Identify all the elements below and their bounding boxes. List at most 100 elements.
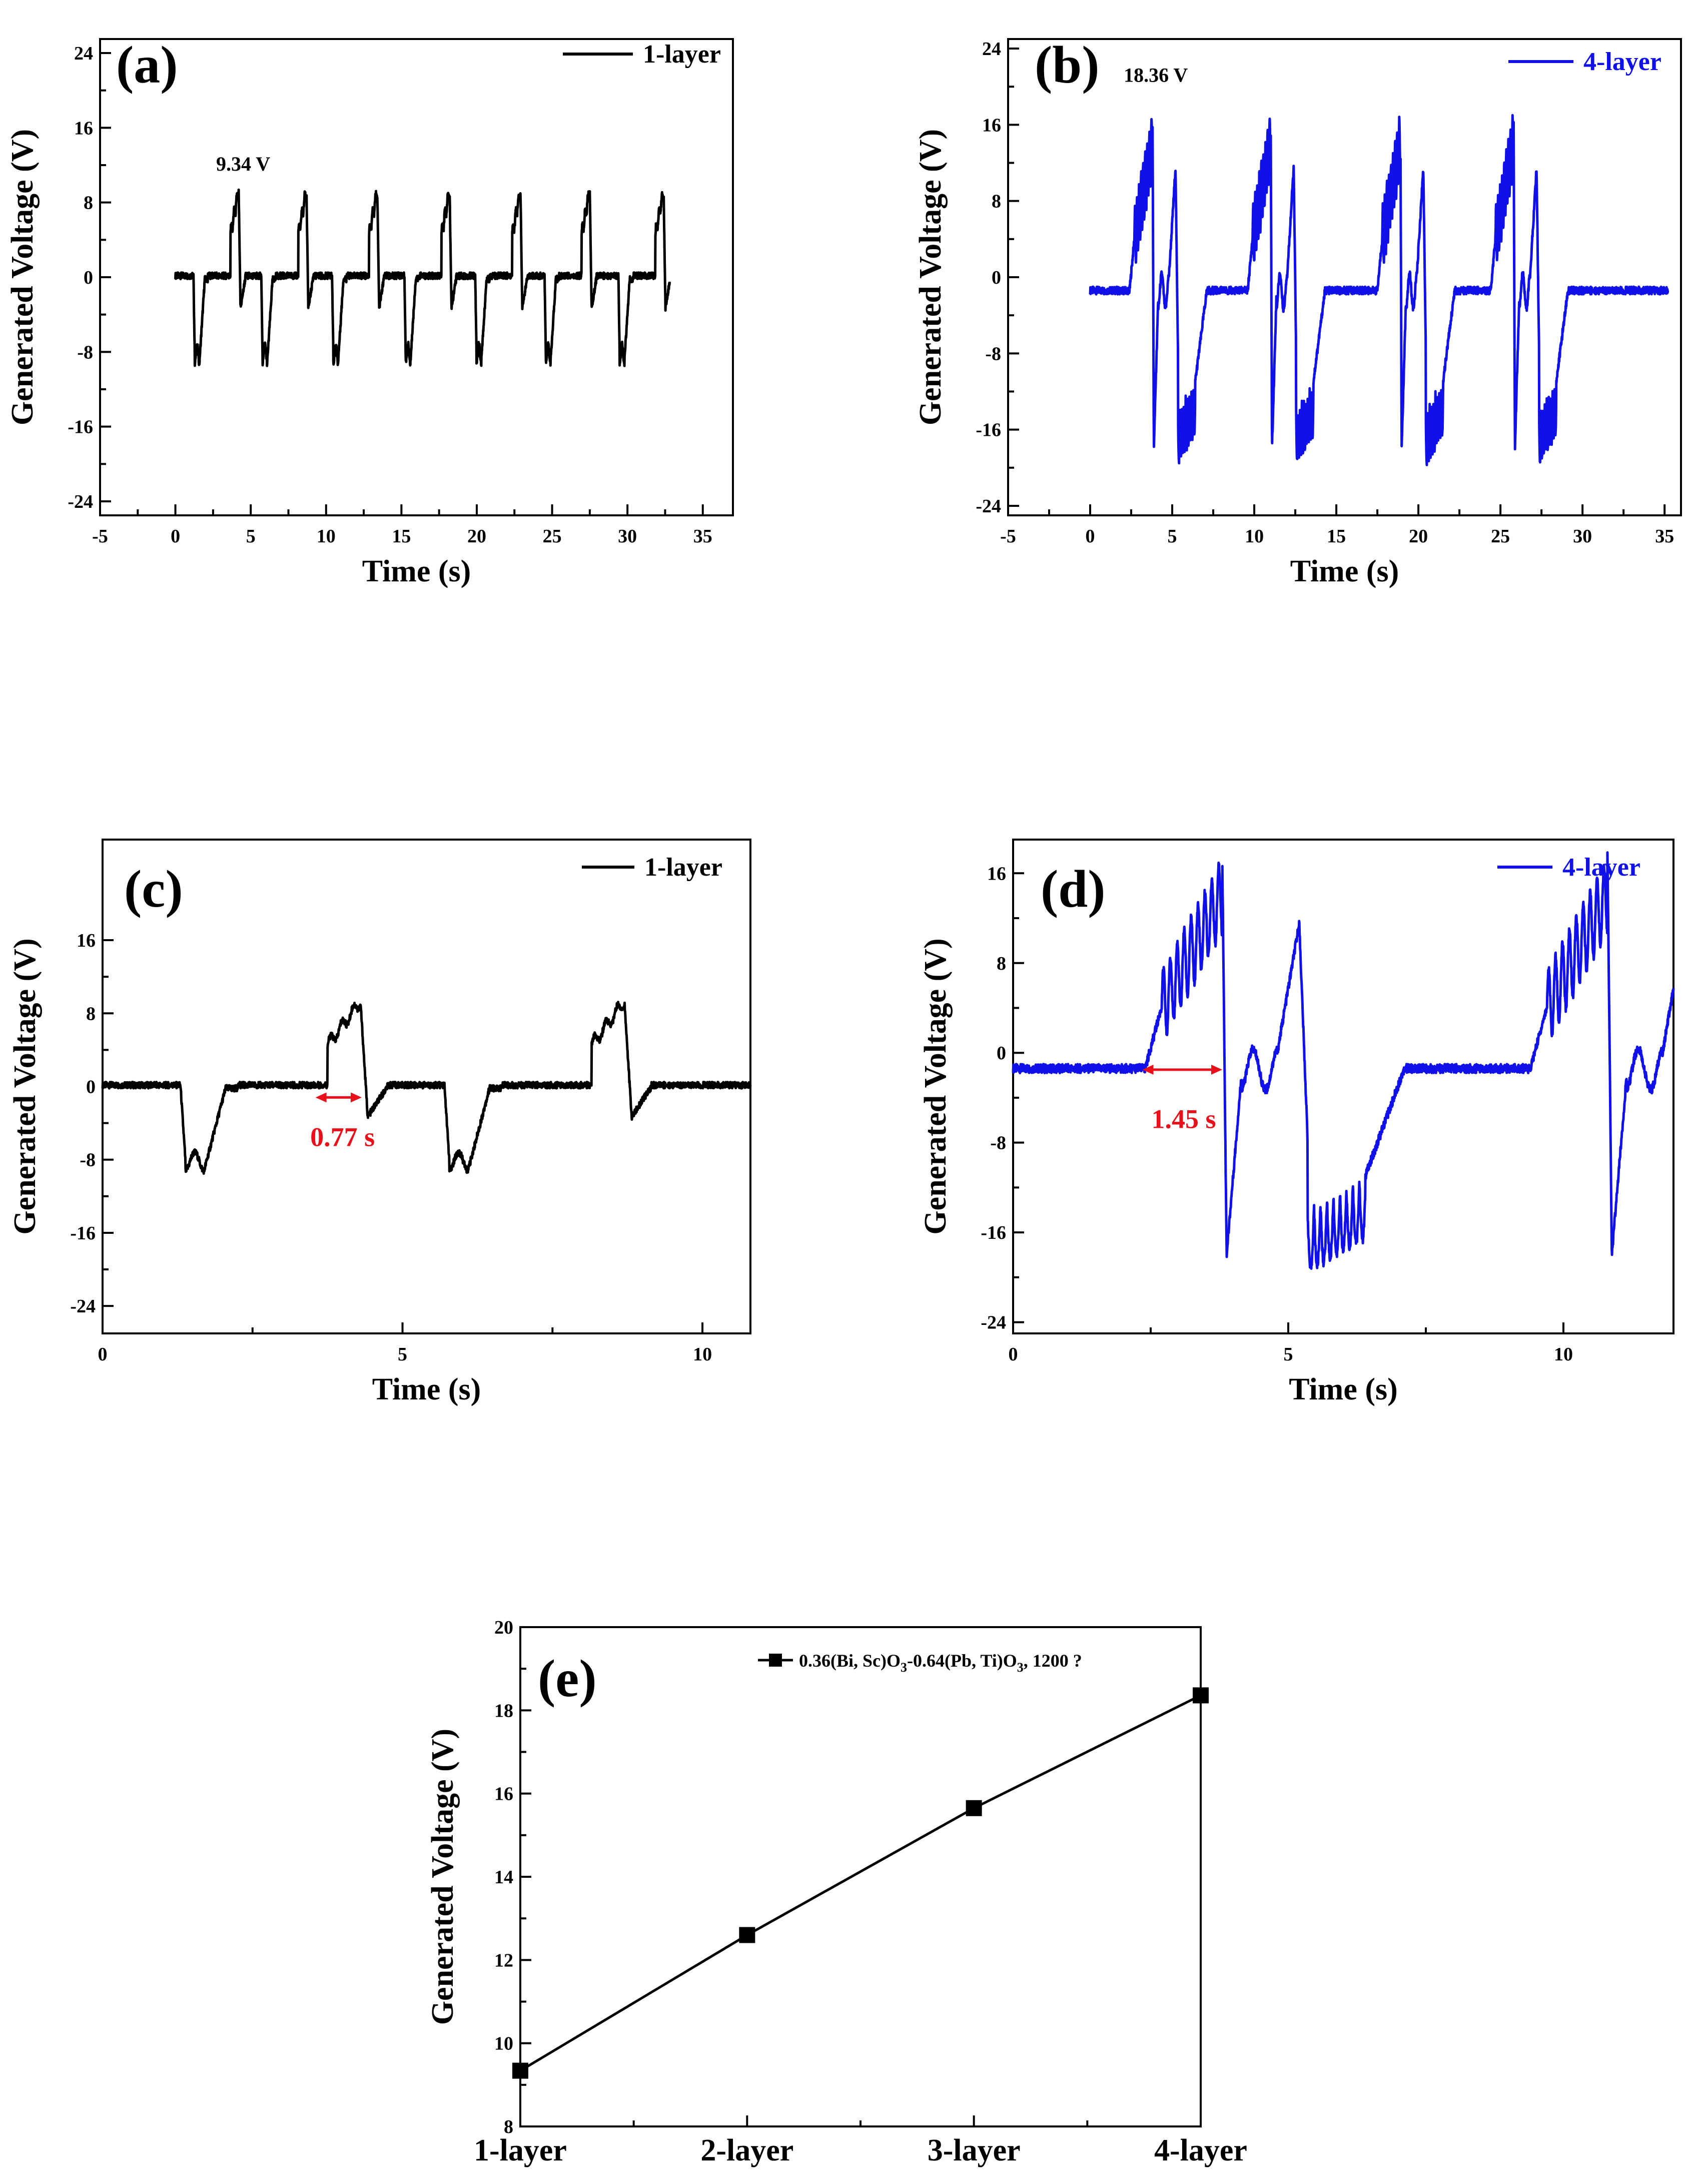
y-tick-label: 8	[504, 2116, 513, 2137]
y-tick-label: 0	[84, 267, 93, 288]
panel-a: -24 -16 -8 0 8 16 24 -5 0 5 10 15 20 25 30 35 Time (s) Ge…	[6, 36, 734, 588]
y-axis-label: Generated Voltage (V)	[8, 938, 42, 1234]
data-point-marker	[1193, 1687, 1209, 1704]
x-category-label: 4-layer	[1154, 2133, 1247, 2167]
x-tick-label: 0	[98, 1344, 108, 1365]
panel-label: (b)	[1035, 36, 1100, 94]
x-tick-label: 0	[1009, 1344, 1018, 1365]
arrow-head-left	[1142, 1064, 1154, 1075]
x-axis-label: Time (s)	[1289, 1372, 1398, 1406]
annotation-label: 18.36 V	[1124, 64, 1188, 87]
y-tick-label: 8	[86, 1003, 96, 1024]
x-tick-label: 30	[618, 526, 637, 547]
y-tick-label: 0	[86, 1077, 96, 1098]
x-tick-label: 10	[317, 526, 336, 547]
series-line	[174, 188, 671, 367]
x-tick-label: 35	[1655, 526, 1674, 547]
legend-label: 1-layer	[643, 40, 721, 69]
y-tick-label: -16	[981, 1222, 1006, 1243]
y-axis-label: Generated Voltage (V)	[6, 129, 40, 425]
x-tick-label: 5	[1168, 526, 1177, 547]
x-category-label: 1-layer	[474, 2133, 567, 2167]
y-tick-label: -24	[70, 1296, 96, 1317]
annotation-label: 1.45 s	[1151, 1104, 1216, 1134]
y-tick-label: -8	[985, 343, 1001, 364]
y-axis-label: Generated Voltage (V)	[914, 129, 948, 425]
y-tick-label: 18	[494, 1700, 513, 1721]
x-tick-label: 15	[1327, 526, 1346, 547]
legend-subscript: 3	[1017, 1660, 1024, 1675]
y-axis-label: Generated Voltage (V)	[919, 938, 953, 1234]
legend-label: 1-layer	[644, 853, 722, 882]
plot-frame	[519, 1626, 1202, 2127]
series-line	[1012, 851, 1675, 1270]
x-axis-label: Time (s)	[1290, 554, 1399, 588]
y-tick-label: 8	[84, 193, 93, 214]
series-line	[101, 1001, 752, 1175]
x-axis-label: Time (s)	[372, 1372, 481, 1406]
y-tick-label: 14	[494, 1867, 513, 1888]
y-tick-label: 8	[997, 953, 1006, 974]
y-tick-label: 0	[997, 1043, 1006, 1064]
legend-text-part: -0.64(Pb, Ti)O	[907, 1651, 1017, 1671]
x-tick-label: 10	[1554, 1344, 1573, 1365]
panel-b: -24 -16 -8 0 8 16 24 -5 0 5 10 15 20 25 30 35 Time (s) Ge…	[914, 36, 1682, 588]
x-tick-label: -5	[92, 526, 108, 547]
arrow-head-right	[1211, 1064, 1222, 1075]
y-tick-label: -24	[981, 1312, 1006, 1333]
panel-label: (d)	[1041, 860, 1106, 918]
x-tick-label: 30	[1573, 526, 1592, 547]
x-category-label: 2-layer	[700, 2133, 793, 2167]
x-tick-label: 0	[171, 526, 180, 547]
annotation-label: 0.77 s	[310, 1122, 375, 1152]
y-tick-label: -24	[976, 496, 1001, 517]
x-tick-label: -5	[1000, 526, 1016, 547]
x-tick-label: 20	[467, 526, 486, 547]
y-tick-label: 12	[494, 1950, 513, 1971]
y-tick-label: -8	[990, 1133, 1006, 1154]
x-category-label: 3-layer	[928, 2133, 1021, 2167]
panel-label: (e)	[538, 1649, 597, 1708]
plot-frame	[1007, 38, 1682, 516]
y-tick-label: 16	[987, 863, 1006, 884]
y-tick-label: -16	[68, 417, 93, 438]
x-tick-label: 10	[693, 1344, 712, 1365]
x-tick-label: 20	[1409, 526, 1428, 547]
panel-d: -24 -16 -8 0 8 16 0 5 10 Time (s) Generated Voltag…	[919, 839, 1675, 1406]
annotation-label: 9.34 V	[216, 153, 270, 175]
x-tick-label: 10	[1245, 526, 1264, 547]
y-tick-label: 10	[494, 2033, 513, 2054]
legend-subscript: 3	[901, 1660, 907, 1675]
panel-label: (c)	[124, 860, 183, 918]
x-tick-label: 5	[246, 526, 256, 547]
x-tick-label: 5	[398, 1344, 407, 1365]
data-point-marker	[512, 2062, 528, 2079]
x-tick-label: 15	[392, 526, 411, 547]
legend-label: 4-layer	[1562, 853, 1640, 882]
arrow-head-right	[351, 1092, 362, 1103]
panel-label: (a)	[116, 36, 178, 94]
arrow-head-left	[315, 1092, 327, 1103]
y-tick-label: -16	[70, 1223, 96, 1244]
panel-c: -24 -16 -8 0 8 16 0 5 10 Time (s) Generated Voltag…	[8, 839, 752, 1406]
legend-label: 0.36(Bi, Sc)O3-0.64(Pb, Ti)O3, 1200 ?	[799, 1651, 1082, 1675]
legend-marker	[769, 1654, 782, 1667]
y-tick-label: 16	[77, 930, 96, 951]
y-tick-label: 16	[74, 118, 93, 139]
x-tick-label: 0	[1086, 526, 1095, 547]
series-line	[1089, 114, 1669, 466]
plot-frame	[1012, 839, 1674, 1334]
y-tick-label: -8	[80, 1150, 96, 1171]
y-tick-label: -24	[68, 491, 93, 512]
y-tick-label: 8	[992, 191, 1001, 212]
y-tick-label: 24	[982, 39, 1001, 60]
panel-e: 8 10 12 14 16 18 20 1-layer 2-layer 3-layer 4-laye…	[426, 1617, 1247, 2167]
y-tick-label: 0	[992, 267, 1001, 288]
data-point-marker	[966, 1800, 982, 1816]
y-tick-label: 24	[74, 43, 93, 64]
x-tick-label: 35	[693, 526, 712, 547]
data-point-marker	[739, 1927, 755, 1943]
legend-text-part: , 1200 ?	[1024, 1651, 1082, 1671]
x-tick-label: 5	[1284, 1344, 1293, 1365]
